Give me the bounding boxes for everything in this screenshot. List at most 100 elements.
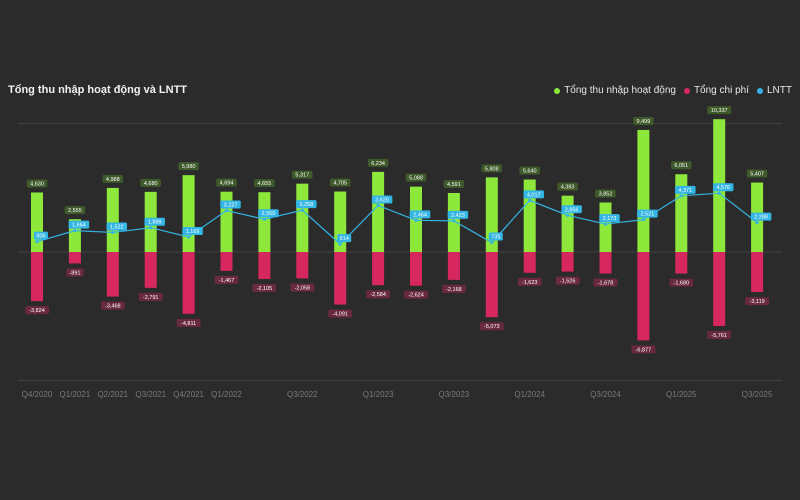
legend-item-income[interactable]: Tổng thu nhập hoạt động [554, 85, 676, 96]
x-tick-label-1: Q1/2021 [60, 390, 91, 399]
profit-label-19-bg [750, 212, 772, 221]
income-label-3-bg [140, 178, 161, 187]
profit-point-15 [603, 222, 608, 226]
expense-label-14-bg [555, 276, 580, 285]
x-tick-label-13: Q1/2024 [514, 390, 545, 399]
expense-label-18-bg [707, 331, 732, 340]
profit-label-1: 1,664 [72, 223, 86, 229]
income-bar-7 [296, 183, 309, 252]
profit-point-6 [262, 217, 266, 221]
profit-label-18: 4,576 [716, 185, 730, 191]
income-label-16-bg [633, 116, 654, 125]
income-label-15-bg [595, 189, 616, 198]
expense-label-19-bg [745, 297, 769, 306]
expense-bar-9 [372, 252, 385, 286]
income-bar-6 [258, 192, 271, 252]
income-bar-2 [106, 187, 119, 252]
profit-label-6-bg [258, 209, 279, 218]
profit-label-9-bg [371, 195, 393, 204]
expense-label-14: -1,526 [560, 279, 576, 285]
expense-label-1: -891 [69, 270, 80, 276]
income-label-6-bg [254, 179, 275, 188]
income-label-17: 6,051 [674, 163, 688, 169]
income-label-1: 2,555 [68, 208, 82, 214]
expense-label-3-bg [138, 292, 163, 301]
legend-item-expense[interactable]: Tổng chi phí [683, 85, 749, 96]
income-label-5-bg [216, 178, 237, 187]
expense-label-16-bg [631, 345, 656, 354]
income-label-2-bg [102, 174, 124, 183]
expense-label-17-bg [669, 278, 694, 287]
profit-point-16 [641, 218, 646, 222]
income-label-8-bg [329, 178, 351, 187]
x-tick-label-3: Q3/2021 [135, 390, 166, 399]
expense-bar-8 [334, 252, 347, 305]
profit-line [36, 192, 758, 245]
legend-income-dot [554, 87, 561, 94]
profit-label-2-bg [106, 222, 128, 231]
expense-label-1-bg [66, 268, 84, 277]
expense-label-7-bg [290, 283, 315, 292]
expense-label-8-bg [328, 309, 353, 318]
x-tick-label-0: Q4/2020 [22, 390, 53, 399]
income-label-10-bg [405, 173, 427, 182]
profit-point-0 [35, 240, 39, 244]
expense-bar-18 [713, 252, 726, 327]
income-label-8: 4,705 [333, 181, 347, 187]
income-label-6: 4,655 [258, 181, 272, 187]
expense-bar-5 [220, 252, 233, 271]
expense-bar-10 [410, 252, 422, 286]
profit-label-19: 2,288 [754, 215, 768, 221]
income-label-4-bg [178, 162, 199, 171]
expense-label-19: -3,119 [750, 299, 765, 305]
profit-label-17-bg [675, 185, 696, 194]
expense-bar-3 [144, 252, 157, 288]
expense-label-13-bg [517, 277, 542, 286]
profit-label-13-bg [523, 190, 544, 199]
x-tick-label-5: Q1/2022 [211, 390, 242, 399]
income-label-17-bg [671, 161, 692, 170]
expense-label-6: -2,105 [257, 286, 273, 292]
profit-label-8: 614 [340, 236, 349, 242]
profit-point-2 [111, 230, 115, 235]
x-tick-label-4: Q4/2021 [173, 390, 204, 399]
x-tick-label-17: Q1/2025 [666, 390, 697, 399]
profit-label-8-bg [337, 234, 352, 243]
profit-point-10 [414, 218, 418, 222]
x-tick-label-9: Q1/2023 [363, 390, 394, 399]
profit-point-13 [528, 198, 532, 202]
chart-title: Tổng thu nhập hoạt động và LNTT [8, 84, 188, 96]
profit-point-1 [73, 229, 77, 233]
expense-label-5: -1,467 [219, 278, 235, 284]
income-label-13-bg [519, 166, 540, 175]
expense-label-12-bg [479, 322, 504, 331]
expense-label-7: -2,058 [294, 285, 310, 291]
profit-point-12 [490, 240, 494, 245]
profit-label-12: 735 [491, 235, 500, 241]
profit-point-4 [187, 235, 191, 239]
profit-label-0: 805 [36, 234, 45, 240]
profit-label-12-bg [488, 232, 503, 241]
income-label-0: 4,630 [30, 182, 44, 188]
income-bar-11 [447, 193, 460, 252]
expense-label-3: -2,791 [143, 295, 159, 301]
income-label-0-bg [26, 179, 48, 188]
income-label-12: 5,808 [485, 166, 499, 172]
legend-item-profit[interactable]: LNTT [757, 85, 792, 96]
income-label-19: 5,407 [750, 172, 764, 178]
profit-label-10: 2,464 [413, 212, 427, 218]
profit-label-13: 4,017 [527, 192, 541, 198]
expense-label-13: -1,623 [522, 280, 538, 286]
income-label-15: 3,852 [599, 192, 613, 198]
profit-point-3 [149, 226, 153, 230]
profit-label-18-bg [712, 183, 734, 192]
x-tick-label-15: Q3/2024 [590, 390, 621, 399]
expense-bar-13 [523, 252, 536, 273]
profit-point-9 [376, 203, 380, 208]
profit-label-3: 1,889 [148, 220, 162, 226]
income-label-7-bg [292, 170, 313, 179]
income-label-16: 9,499 [637, 119, 651, 125]
income-label-19-bg [746, 169, 768, 178]
expense-label-18: -5,761 [711, 333, 727, 339]
profit-point-8 [338, 242, 342, 246]
